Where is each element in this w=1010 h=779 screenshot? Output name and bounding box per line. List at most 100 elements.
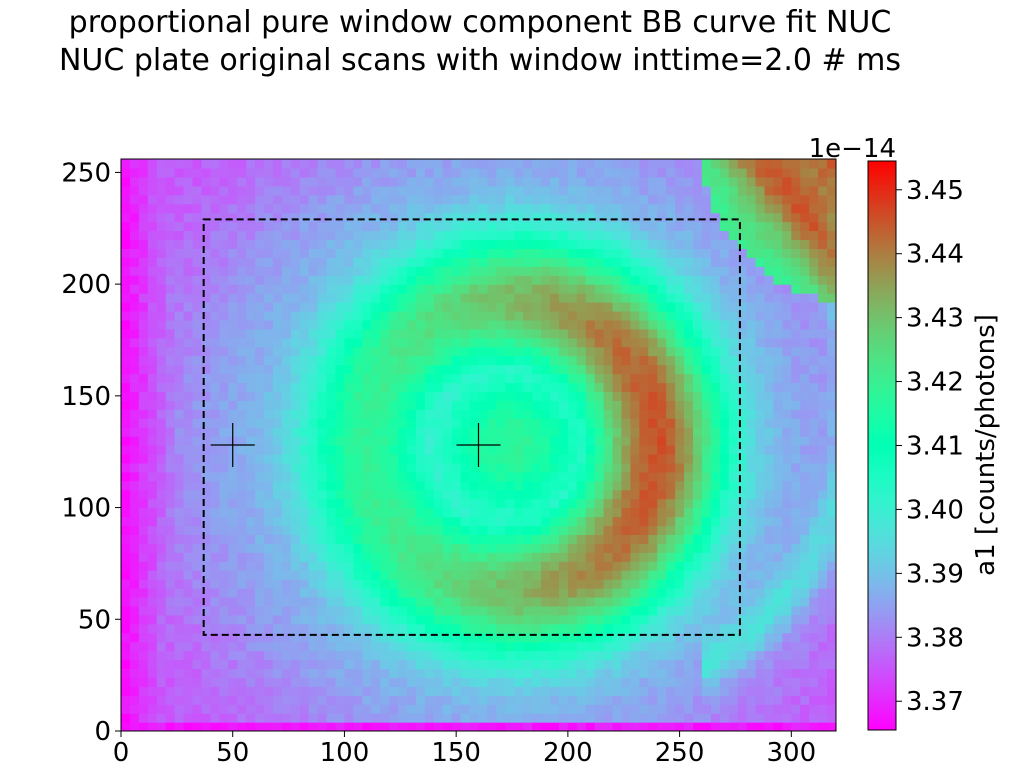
heatmap-cell (800, 614, 810, 625)
heatmap-cell (433, 552, 444, 562)
heatmap-cell (165, 167, 176, 178)
heatmap-cell (585, 337, 596, 348)
heatmap-cell (308, 319, 319, 330)
heatmap-cell (380, 257, 390, 267)
heatmap-cell (237, 570, 247, 580)
heatmap-cell (514, 355, 524, 366)
heatmap-cell (791, 704, 801, 714)
heatmap-cell (532, 364, 542, 375)
heatmap-cell (764, 704, 775, 714)
heatmap-cell (407, 382, 417, 392)
heatmap-cell (603, 391, 614, 401)
heatmap-cell (505, 445, 515, 455)
heatmap-cell (585, 650, 596, 661)
heatmap-cell (532, 293, 542, 303)
heatmap-cell (496, 614, 506, 625)
heatmap-cell (433, 445, 444, 455)
heatmap-cell (675, 400, 685, 410)
heatmap-cell (576, 614, 587, 625)
heatmap-cell (693, 471, 703, 482)
heatmap-cell (210, 382, 220, 392)
heatmap-cell (201, 328, 211, 339)
heatmap-cell (344, 185, 354, 196)
heatmap-cell (219, 275, 229, 285)
heatmap-cell (264, 310, 274, 321)
heatmap-cell (353, 596, 363, 607)
heatmap-cell (684, 355, 694, 366)
heatmap-cell (299, 596, 310, 607)
heatmap-cell (398, 185, 408, 196)
heatmap-cell (791, 400, 801, 410)
heatmap-cell (550, 266, 560, 276)
heatmap-cell (192, 266, 203, 276)
heatmap-cell (755, 677, 766, 687)
heatmap-cell (433, 686, 444, 696)
heatmap-cell (532, 677, 542, 687)
heatmap-cell (585, 704, 596, 714)
heatmap-cell (353, 400, 363, 410)
heatmap-cell (666, 695, 676, 705)
heatmap-cell (487, 373, 497, 384)
heatmap-cell (550, 364, 560, 375)
heatmap-cell (719, 623, 730, 634)
heatmap-cell (791, 221, 801, 232)
heatmap-cell (505, 212, 515, 223)
heatmap-cell (192, 462, 203, 473)
heatmap-cell (210, 310, 220, 321)
heatmap-cell (487, 445, 497, 455)
heatmap-cell (469, 641, 480, 652)
heatmap-cell (433, 364, 444, 375)
heatmap-cell (567, 507, 578, 518)
heatmap-cell (389, 167, 399, 178)
heatmap-cell (156, 534, 167, 544)
heatmap-cell (460, 579, 471, 589)
heatmap-cell (648, 623, 658, 634)
heatmap-cell (532, 436, 542, 446)
heatmap-cell (684, 588, 694, 598)
heatmap-cell (353, 257, 363, 267)
heatmap-cell (558, 284, 569, 294)
heatmap-cell (612, 275, 623, 285)
heatmap-cell (514, 453, 524, 464)
heatmap-cell (138, 722, 149, 731)
heatmap-cell (469, 722, 480, 731)
heatmap-cell (496, 418, 506, 428)
heatmap-cell (746, 605, 757, 616)
heatmap-cell (326, 212, 337, 223)
heatmap-cell (755, 543, 766, 553)
heatmap-cell (782, 480, 792, 491)
heatmap-cell (648, 346, 658, 357)
heatmap-cell (737, 677, 748, 687)
heatmap-cell (371, 445, 381, 455)
heatmap-cell (746, 561, 757, 571)
heatmap-cell (809, 498, 819, 509)
heatmap-cell (657, 275, 667, 285)
heatmap-cell (800, 436, 810, 446)
heatmap-cell (594, 704, 605, 714)
heatmap-cell (773, 498, 783, 509)
heatmap-cell (317, 552, 328, 562)
heatmap-cell (621, 275, 632, 285)
heatmap-cell (353, 427, 363, 437)
heatmap-cell (505, 337, 515, 348)
heatmap-cell (469, 605, 480, 616)
heatmap-cell (657, 686, 667, 696)
heatmap-cell (532, 579, 542, 589)
heatmap-cell (272, 248, 283, 258)
heatmap-cell (460, 418, 471, 428)
heatmap-cell (219, 677, 229, 687)
heatmap-cell (201, 462, 211, 473)
heatmap-cell (389, 266, 399, 276)
heatmap-cell (603, 650, 614, 661)
heatmap-cell (710, 588, 721, 598)
heatmap-cell (576, 668, 587, 678)
heatmap-cell (701, 704, 712, 714)
heatmap-cell (576, 391, 587, 401)
heatmap-cell (612, 543, 623, 553)
heatmap-cell (299, 185, 310, 196)
heatmap-cell (129, 185, 140, 196)
heatmap-cell (228, 310, 238, 321)
heatmap-cell (308, 489, 319, 500)
heatmap-cell (514, 194, 524, 205)
heatmap-cell (469, 570, 480, 580)
